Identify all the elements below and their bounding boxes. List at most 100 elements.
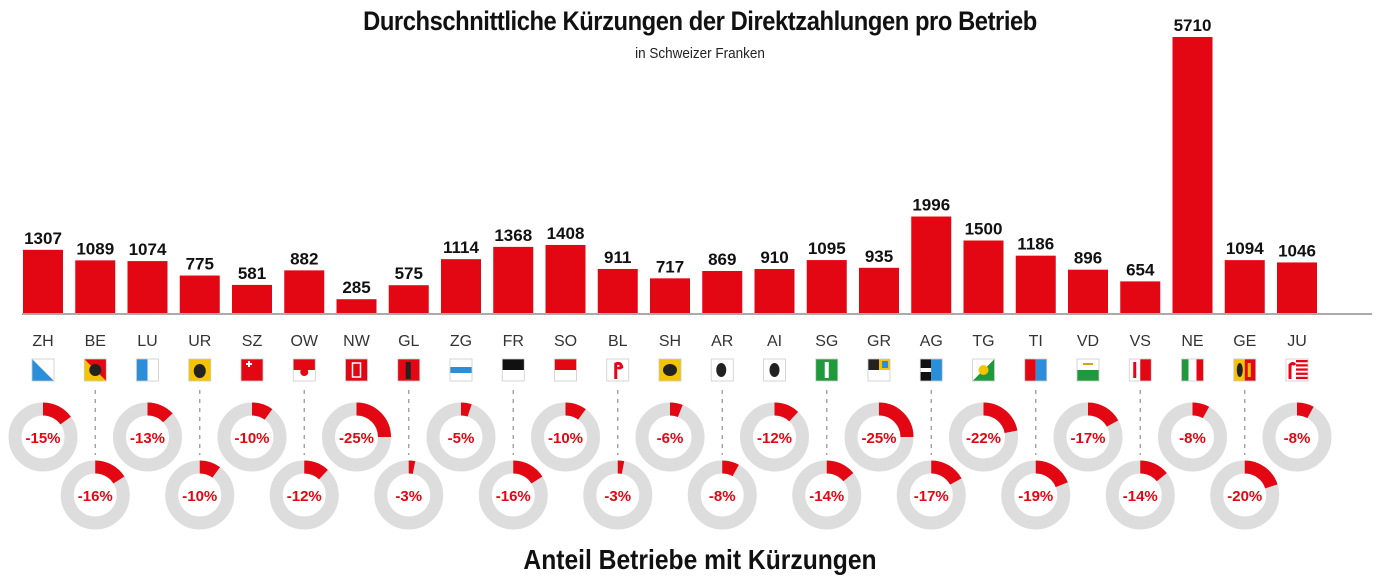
- flag-ju-icon: [1285, 358, 1309, 382]
- flag-tg-icon: [972, 358, 995, 382]
- share-label: -15%: [25, 430, 60, 447]
- flag-nw-icon: [345, 358, 368, 382]
- share-arc: [774, 402, 799, 422]
- flag-sg-icon: [815, 358, 839, 382]
- bar-sg: [806, 260, 847, 313]
- bar-gr: [859, 267, 899, 313]
- flag-ge-icon: [1233, 358, 1257, 382]
- data-label: 1307: [24, 229, 62, 248]
- bar-gl: [388, 285, 429, 313]
- share-label: -10%: [182, 488, 217, 505]
- tick-label: BE: [85, 333, 106, 350]
- flag-ar-icon: [710, 358, 734, 382]
- data-label: 1094: [1226, 239, 1264, 258]
- share-arc: [147, 402, 173, 423]
- share-label: -3%: [604, 488, 631, 505]
- tick-label: SG: [815, 333, 838, 350]
- share-label: -8%: [1179, 430, 1206, 447]
- flag-ne-icon: [1181, 358, 1204, 382]
- flag-ti-icon: [1024, 358, 1048, 382]
- tick-label: SO: [554, 333, 577, 350]
- bar-sz: [232, 284, 272, 313]
- flag-lu-icon: [136, 358, 159, 382]
- tick-label: JU: [1287, 333, 1307, 350]
- share-label: -12%: [287, 488, 322, 505]
- share-arc: [930, 460, 962, 486]
- share-label: -6%: [657, 430, 684, 447]
- share-label: -25%: [339, 430, 374, 447]
- data-label: 1089: [76, 239, 114, 258]
- share-arc: [460, 402, 472, 417]
- flag-bl-icon: [606, 358, 630, 382]
- tick-label: NW: [343, 333, 371, 350]
- tick-label: AR: [711, 333, 733, 350]
- flag-be-icon: [83, 358, 107, 382]
- share-label: -5%: [448, 430, 475, 447]
- tick-label: FR: [503, 333, 524, 350]
- tick-label: LU: [137, 333, 157, 350]
- bar-ag: [911, 216, 952, 313]
- tick-label: TG: [972, 333, 994, 350]
- data-label: 1500: [965, 219, 1003, 238]
- share-label: -20%: [1227, 488, 1262, 505]
- tick-label: VD: [1077, 333, 1099, 350]
- share-arc: [617, 460, 625, 474]
- share-arc: [512, 460, 543, 484]
- data-label: 1186: [1017, 235, 1054, 254]
- share-label: -13%: [130, 430, 165, 447]
- tick-label: VS: [1130, 333, 1151, 350]
- share-arc: [94, 460, 125, 484]
- share-label: -8%: [1284, 430, 1311, 447]
- share-arc: [1139, 460, 1167, 482]
- share-arc: [1035, 460, 1068, 488]
- share-arc: [669, 402, 683, 418]
- data-label: 1996: [912, 196, 950, 215]
- share-arc: [251, 402, 273, 420]
- bar-ur: [179, 275, 220, 313]
- share-arc: [408, 460, 416, 474]
- share-arc: [1244, 460, 1278, 489]
- data-label: 935: [865, 247, 893, 266]
- flag-ai-icon: [763, 358, 786, 382]
- tick-label: ZH: [32, 333, 53, 350]
- bar-so: [545, 244, 586, 313]
- tick-label: GL: [398, 333, 419, 350]
- data-label: 911: [604, 248, 631, 267]
- share-label: -14%: [1123, 488, 1158, 505]
- data-label: 575: [395, 264, 423, 283]
- bar-ge: [1224, 260, 1265, 313]
- share-arc: [565, 402, 586, 420]
- bar-sh: [650, 278, 690, 313]
- share-label: -14%: [809, 488, 844, 505]
- bar-vd: [1068, 269, 1108, 313]
- bar-ow: [284, 270, 325, 313]
- tick-label: NE: [1181, 333, 1203, 350]
- share-arc: [1087, 402, 1119, 428]
- share-label: -17%: [1070, 430, 1105, 447]
- tick-label: SH: [659, 333, 681, 350]
- data-label: 1114: [443, 238, 479, 257]
- tick-label: AI: [767, 333, 782, 350]
- chart-subtitle: in Schweizer Franken: [635, 45, 765, 62]
- data-label: 882: [290, 249, 318, 268]
- flag-ur-icon: [188, 358, 212, 382]
- data-label: 775: [186, 255, 214, 274]
- data-label: 717: [656, 257, 684, 276]
- tick-label: ZG: [450, 333, 472, 350]
- tick-label: OW: [290, 333, 318, 350]
- share-arc: [721, 460, 739, 477]
- flag-ow-icon: [292, 358, 316, 382]
- bar-ar: [702, 270, 743, 313]
- flag-gr-icon: [867, 358, 891, 382]
- bar-nw: [336, 299, 377, 313]
- flag-fr-icon: [501, 358, 525, 382]
- share-label: -10%: [548, 430, 583, 447]
- chart-title: Durchschnittliche Kürzungen der Direktza…: [363, 6, 1037, 36]
- share-arc: [983, 402, 1018, 434]
- share-arc: [42, 402, 71, 425]
- bar-ne: [1172, 37, 1213, 313]
- data-label: 1368: [494, 226, 532, 245]
- flag-sh-icon: [658, 358, 682, 382]
- flag-so-icon: [554, 358, 577, 382]
